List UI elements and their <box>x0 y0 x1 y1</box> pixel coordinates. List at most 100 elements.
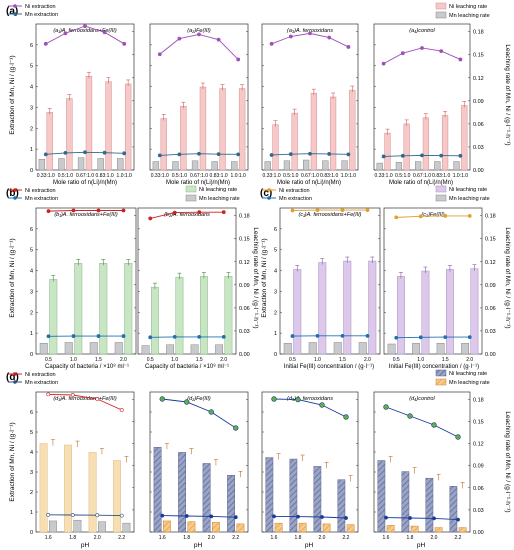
legend-b-mn-leaching: Mn leaching rate <box>199 196 240 202</box>
ni-extraction-point <box>148 216 153 221</box>
x-tick-label: 2.0 <box>466 357 473 363</box>
bar-small <box>461 342 469 355</box>
mn-extraction-line <box>48 514 122 517</box>
y-tick-label: 4 <box>30 269 33 275</box>
mn-extraction-point <box>290 334 295 338</box>
xlabel-a3: Mole ratio of n(Li)/n(Mn) <box>277 180 341 186</box>
legend-a-bars: Ni leaching rate Mn leaching rate <box>435 2 490 19</box>
bar-large <box>446 269 454 355</box>
bar-large <box>293 269 302 355</box>
y-tick-label: 0 <box>274 352 277 358</box>
mn-extraction-point <box>233 515 238 520</box>
right-axis-label-d: Leaching rate of Mn, Ni / (g·l⁻¹·h⁻¹) <box>504 411 511 512</box>
mn-extraction-point <box>408 516 412 520</box>
panel-title: (d₁)A. ferrooxidans+Fe(III) <box>53 396 116 402</box>
bar-large <box>274 522 283 533</box>
y2-tick-label: 0.12 <box>473 442 484 448</box>
ni-extraction-point <box>233 425 239 431</box>
xlabel-a4: Mole ratio of n(Li)/n(Mn) <box>389 180 453 186</box>
left-axis-label-a: Extraction of Mn, Ni / (g·l⁻¹) <box>9 55 16 134</box>
chart-a4: 0.00 0.03 0.06 0.09 0.12 0.15 0.18 (a₄)control 0… <box>373 23 484 179</box>
mn-extraction-point <box>456 517 460 522</box>
ni-extraction-point <box>346 45 351 49</box>
mn-extraction-point <box>216 152 221 157</box>
x-tick-label: 0.33:1.0 <box>37 173 55 179</box>
x-tick-label: 2.2 <box>343 535 350 541</box>
x-tick-label: 2.0 <box>94 535 101 541</box>
mn-extraction-point <box>122 151 127 156</box>
ni-extraction-point <box>443 214 448 218</box>
legend-ni-extraction: Ni extraction <box>25 4 56 10</box>
bar-large <box>458 527 467 533</box>
x-tick-label: 0.5:1.0 <box>172 173 188 179</box>
x-tick-label: 0.5 <box>393 357 400 363</box>
x-tick-label: 0.33:1.0 <box>375 173 393 179</box>
y2-tick-label: 0.18 <box>473 30 484 36</box>
bar-small <box>264 161 271 171</box>
x-tick-label: 1.0 <box>171 357 178 363</box>
chart-d1: 0 1 2 3 4 5 6 (d₁)A. ferrooxidans+Fe(III) 1.6 1.8… <box>30 391 135 541</box>
x-tick-label: 1.5 <box>442 357 449 363</box>
x-tick-label: 0.83:1.0 <box>320 173 338 179</box>
y-tick-label: 3 <box>30 289 33 295</box>
ni-extraction-point <box>420 46 424 50</box>
ni-extraction-point <box>177 36 182 41</box>
y2-tick-label: 0.09 <box>485 283 496 289</box>
x-tick-label: 2.2 <box>455 535 462 541</box>
bar-small <box>283 160 291 171</box>
mn-extraction-point <box>272 514 276 519</box>
x-tick-label: 1.0 <box>314 357 321 363</box>
ni-extraction-point <box>407 413 413 419</box>
bar-small <box>322 160 329 171</box>
ni-extraction-point <box>394 215 399 220</box>
panel-title: (d₂)Fe(III) <box>187 396 211 402</box>
mn-extraction-point <box>71 334 76 338</box>
legend-d-ni-extraction: Ni extraction <box>25 372 56 378</box>
y-tick-label: 6 <box>30 43 33 49</box>
chart-d4: 0.00 0.03 0.06 0.09 0.12 0.15 0.18 (d₄)control 1… <box>373 391 484 541</box>
ni-extraction-line <box>48 210 124 212</box>
ni-extraction-point <box>122 41 127 46</box>
bar-small <box>58 158 65 171</box>
xlabel-a1: Mole ratio of n(Li)/n(Mn) <box>53 180 117 186</box>
mn-extraction-point <box>119 513 124 518</box>
x-tick-label: 0.33:1.0 <box>263 173 281 179</box>
panel-label-c: (c) <box>260 188 272 199</box>
y-tick-label: 5 <box>30 430 33 436</box>
x-tick-label: 0.67:1.0 <box>301 173 319 179</box>
mn-extraction-point <box>467 335 472 340</box>
ni-extraction-point <box>383 404 389 410</box>
chart-c2: 0.00 0.03 0.06 0.09 0.12 0.15 0.18 (c₂)Fe(III) 0… <box>383 207 496 363</box>
legend-d-mn-extraction: Mn extraction <box>25 380 58 386</box>
bar-large <box>122 522 131 533</box>
ni-extraction-point <box>418 214 423 219</box>
left-axis-label-b: Extraction of Mn, Ni / (g·l⁻¹) <box>9 238 16 317</box>
x-tick-label: 1.5 <box>196 357 203 363</box>
bar-large <box>98 521 106 533</box>
y-tick-label: 6 <box>30 410 33 416</box>
mn-extraction-point <box>381 154 386 159</box>
legend-mn-leaching: Mn leaching rate <box>449 13 490 19</box>
bar-small <box>358 342 367 355</box>
bar-small <box>202 463 211 533</box>
bar-large <box>49 279 58 355</box>
ni-extraction-point <box>343 414 349 420</box>
bar-small <box>265 457 274 533</box>
ni-extraction-point <box>95 397 100 401</box>
legend-c-lines: Ni extraction Mn extraction <box>262 188 312 202</box>
y-tick-label: 0 <box>30 530 33 536</box>
y2-tick-label: 0.18 <box>473 397 484 403</box>
bar-large <box>85 76 93 171</box>
mn-extraction-point <box>308 151 312 156</box>
bar-large <box>200 276 208 355</box>
chart-b1: 0 1 2 3 4 5 6 (b₁)A. ferrooxidans+Fe(III) 0.5 1.0… <box>30 207 137 363</box>
bar-large <box>180 105 187 171</box>
y2-tick-label: 0.00 <box>239 352 250 358</box>
legend-c-ni-leaching: Ni leaching rate <box>449 187 487 193</box>
x-tick-label: 1.5 <box>95 357 102 363</box>
y-tick-label: 6 <box>274 227 277 233</box>
panel-title: (b₂)A. ferrooxidans <box>164 212 210 218</box>
bar-small <box>153 447 162 533</box>
ni-extraction-point <box>46 392 51 397</box>
x-tick-label: 2.0 <box>208 535 215 541</box>
